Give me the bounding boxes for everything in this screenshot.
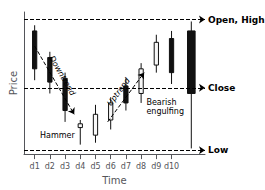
svg-text:Bearish: Bearish xyxy=(146,98,176,107)
svg-text:d6: d6 xyxy=(106,162,116,171)
svg-text:Low: Low xyxy=(208,145,228,155)
svg-text:Price: Price xyxy=(8,71,19,95)
svg-text:Open, High: Open, High xyxy=(208,15,265,25)
svg-text:d7: d7 xyxy=(121,162,131,171)
svg-text:Uptrend: Uptrend xyxy=(105,75,132,107)
svg-text:d2: d2 xyxy=(45,162,55,171)
svg-text:Hammer: Hammer xyxy=(40,131,75,140)
svg-text:engulfing: engulfing xyxy=(146,107,184,116)
svg-text:d3: d3 xyxy=(60,162,70,171)
svg-text:d4: d4 xyxy=(75,162,85,171)
svg-text:d9: d9 xyxy=(151,162,161,171)
svg-text:d8: d8 xyxy=(136,162,146,171)
svg-text:d5: d5 xyxy=(90,162,100,171)
svg-text:Close: Close xyxy=(208,83,235,93)
svg-text:Time: Time xyxy=(101,175,126,186)
svg-text:d1: d1 xyxy=(30,162,40,171)
svg-text:d10: d10 xyxy=(164,162,179,171)
svg-text:Downtrend: Downtrend xyxy=(47,54,77,98)
